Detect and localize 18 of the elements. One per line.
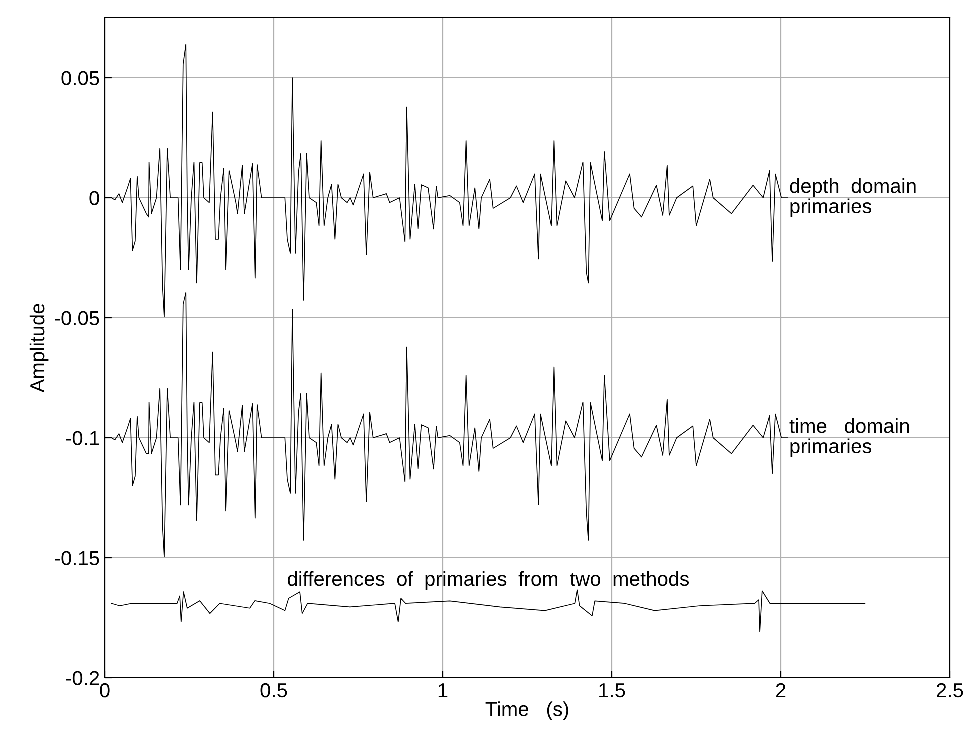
x-tick-label: 2.5 <box>937 683 964 698</box>
series-label: time domain primaries <box>790 418 910 458</box>
y-tick-label: 0.05 <box>62 71 100 86</box>
y-tick-label: -0.1 <box>66 431 100 446</box>
line-series <box>111 590 866 633</box>
x-tick-label: 2 <box>776 683 786 698</box>
y-tick-label: -0.2 <box>66 671 100 686</box>
y-tick-label: -0.15 <box>55 551 100 566</box>
x-tick-label: 1 <box>438 684 448 698</box>
y-tick-label: -0.05 <box>55 311 100 326</box>
x-tick-label: 0 <box>100 683 110 698</box>
x-axis-title: Time (s) <box>486 702 568 720</box>
series-label: depth domain primaries <box>790 178 916 218</box>
series-label: differences of primaries from two methods <box>288 571 690 590</box>
x-tick-label: 0.5 <box>260 683 288 698</box>
x-tick-label: 1.5 <box>600 684 626 698</box>
y-axis-title: Amplitude <box>30 304 49 393</box>
y-tick-label: 0 <box>90 191 100 206</box>
